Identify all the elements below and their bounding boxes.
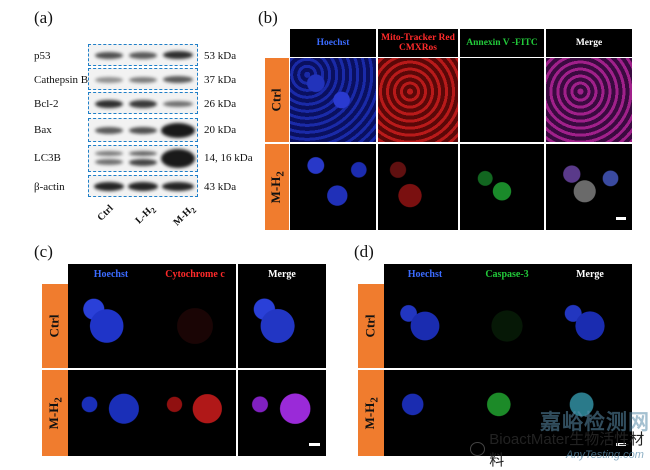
- wechat-icon: [470, 442, 486, 456]
- kda-lc3b: 14, 16 kDa: [204, 152, 253, 164]
- wb-label-beta-actin: β-actin: [34, 181, 65, 193]
- panel-d-row-mh2: M-H2: [358, 370, 384, 456]
- panel-c-row-mh2: M-H2: [42, 370, 68, 456]
- panel-c-tile-ctrl-hoechst: [68, 284, 154, 368]
- blot-lc3b: [88, 145, 198, 172]
- kda-beta-actin: 43 kDa: [204, 181, 237, 193]
- panel-d-letter: (d): [354, 242, 374, 261]
- blot-p53: [88, 44, 198, 66]
- blot-cathepsin-b: [88, 68, 198, 90]
- panel-b-tile-mh2-hoechst: [290, 144, 376, 230]
- panel-b-tile-mh2-annexin: [460, 144, 544, 230]
- panel-d-tile-mh2-caspase: [466, 370, 548, 456]
- panel-c-tile-mh2-merge: [238, 370, 326, 456]
- wb-label-lc3b: LC3B: [34, 152, 61, 164]
- panel-c-tile-ctrl-cytochrome: [154, 284, 236, 368]
- lane-l-h2: L-H2: [133, 205, 159, 227]
- panel-b-tile-mh2-merge: [546, 144, 632, 230]
- panel-b-letter: (b): [258, 8, 278, 27]
- panel-d-row-ctrl: Ctrl: [358, 284, 384, 368]
- panel-c-tile-mh2-hoechst: [68, 370, 154, 456]
- kda-p53: 53 kDa: [204, 50, 237, 62]
- panel-b-header-annexin: Annexin V -FITC: [460, 29, 544, 57]
- panel-b-tile-mh2-mito: [378, 144, 458, 230]
- panel-c-row-ctrl: Ctrl: [42, 284, 68, 368]
- wb-label-p53: p53: [34, 50, 51, 62]
- kda-bax: 20 kDa: [204, 124, 237, 136]
- wb-label-bax: Bax: [34, 124, 52, 136]
- scale-bar: [616, 217, 626, 220]
- wb-label-cathepsin-b: Cathepsin B: [34, 74, 89, 86]
- panel-b-tile-ctrl-annexin: [460, 58, 544, 142]
- lane-m-h2: M-H2: [171, 205, 199, 229]
- panel-b-tile-ctrl-merge: [546, 58, 632, 142]
- panel-c-header-hoechst: Hoechst: [68, 264, 154, 284]
- watermark-account: BioactMater生物活性材料: [470, 428, 650, 470]
- blot-beta-actin: [88, 175, 198, 197]
- panel-d-tile-ctrl-caspase: [466, 284, 548, 368]
- kda-cathepsin-b: 37 kDa: [204, 74, 237, 86]
- panel-c-tile-mh2-cytochrome: [154, 370, 236, 456]
- panel-b-header-merge: Merge: [546, 29, 632, 57]
- panel-b-header-hoechst: Hoechst: [290, 29, 376, 57]
- panel-b-tile-ctrl-hoechst: [290, 58, 376, 142]
- wb-label-bcl2: Bcl-2: [34, 98, 59, 110]
- panel-b-tile-ctrl-mito: [378, 58, 458, 142]
- blot-bcl2: [88, 92, 198, 114]
- kda-bcl2: 26 kDa: [204, 98, 237, 110]
- panel-d-header-caspase: Caspase-3: [466, 264, 548, 284]
- scale-bar: [309, 443, 320, 446]
- watermark-site-cn: 嘉峪检测网: [540, 411, 650, 434]
- blot-bax: [88, 118, 198, 142]
- watermark-site-en: AnyTesting.com: [566, 449, 644, 461]
- panel-b-header-mitotracker: Mito-Tracker Red CMXRos: [378, 29, 458, 57]
- panel-d-header-hoechst: Hoechst: [384, 264, 466, 284]
- panel-d-tile-mh2-merge: [548, 370, 632, 456]
- panel-d-tile-ctrl-merge: [548, 284, 632, 368]
- panel-c-letter: (c): [34, 242, 53, 261]
- panel-d-tile-ctrl-hoechst: [384, 284, 466, 368]
- lane-ctrl: Ctrl: [95, 203, 116, 224]
- panel-b-row-ctrl: Ctrl: [265, 58, 289, 142]
- panel-c-header-merge: Merge: [238, 264, 326, 284]
- panel-a-letter: (a): [34, 8, 53, 27]
- panel-d-header-merge: Merge: [548, 264, 632, 284]
- panel-c-header-cytochrome: Cytochrome c: [154, 264, 236, 284]
- panel-b-row-mh2: M-H2: [265, 144, 289, 230]
- panel-c-tile-ctrl-merge: [238, 284, 326, 368]
- panel-d-tile-mh2-hoechst: [384, 370, 466, 456]
- scale-bar: [616, 443, 626, 446]
